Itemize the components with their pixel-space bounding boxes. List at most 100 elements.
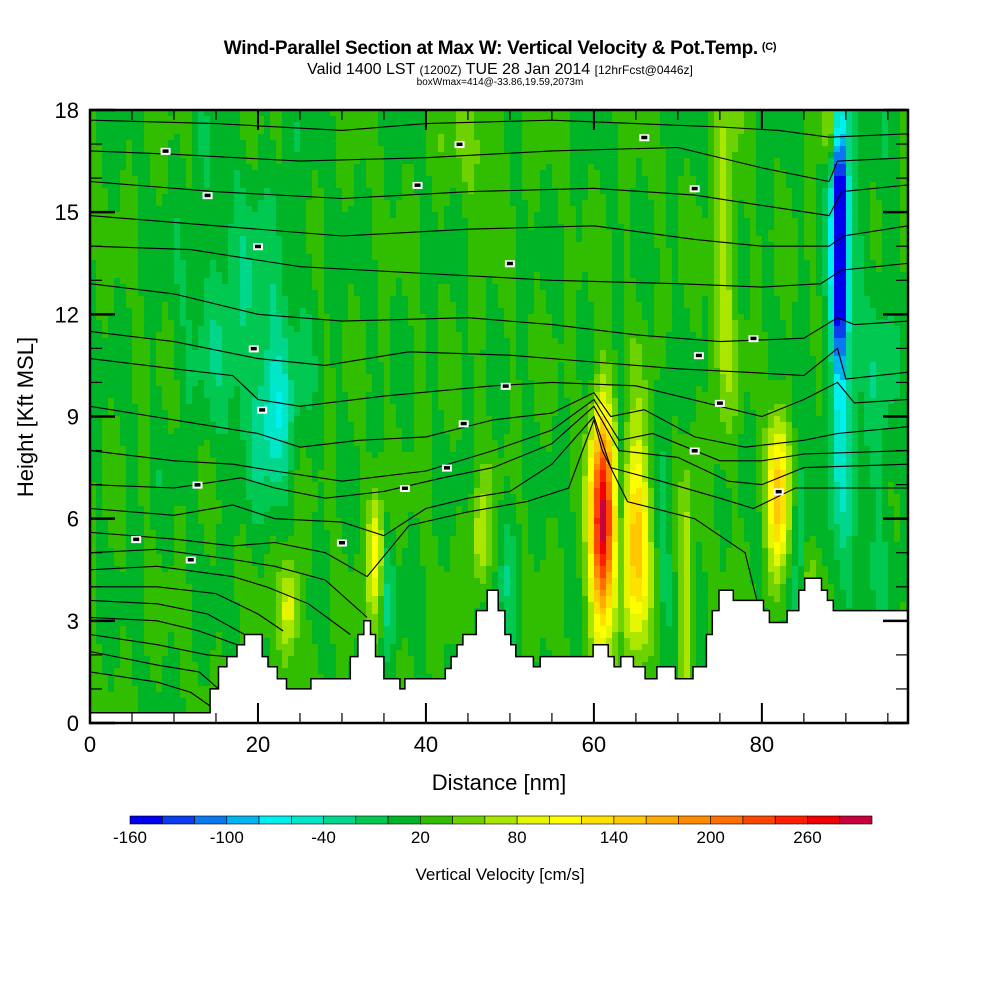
field-cell	[270, 614, 277, 621]
field-cell	[126, 266, 133, 273]
field-cell	[96, 224, 103, 231]
field-cell	[144, 506, 151, 513]
field-cell	[210, 314, 217, 321]
field-cell	[138, 356, 145, 363]
field-cell	[306, 404, 313, 411]
field-cell	[96, 512, 103, 519]
field-cell	[138, 602, 145, 609]
field-cell	[306, 416, 313, 423]
field-cell	[150, 656, 157, 663]
field-cell	[174, 590, 181, 597]
field-cell	[312, 218, 319, 225]
field-cell	[174, 626, 181, 633]
field-cell	[342, 122, 349, 129]
field-cell	[162, 110, 169, 117]
field-cell	[102, 404, 109, 411]
field-cell	[270, 434, 277, 441]
field-cell	[138, 164, 145, 171]
field-cell	[102, 554, 109, 561]
field-cell	[378, 326, 385, 333]
field-cell	[270, 230, 277, 237]
field-cell	[270, 314, 277, 321]
field-cell	[144, 212, 151, 219]
field-cell	[342, 110, 349, 117]
field-cell	[330, 164, 337, 171]
field-cell	[360, 398, 367, 405]
field-cell	[96, 326, 103, 333]
field-cell	[174, 488, 181, 495]
field-cell	[216, 170, 223, 177]
field-cell	[348, 614, 355, 621]
field-cell	[210, 656, 217, 663]
field-cell	[330, 320, 337, 327]
field-cell	[240, 362, 247, 369]
field-cell	[288, 524, 295, 531]
field-cell	[222, 476, 229, 483]
field-cell	[228, 284, 235, 291]
field-cell	[192, 146, 199, 153]
field-cell	[162, 296, 169, 303]
field-cell	[138, 116, 145, 123]
field-cell	[336, 602, 343, 609]
field-cell	[144, 488, 151, 495]
field-cell	[306, 362, 313, 369]
field-cell	[132, 386, 139, 393]
field-cell	[174, 548, 181, 555]
field-cell	[270, 338, 277, 345]
field-cell	[318, 386, 325, 393]
field-cell	[228, 356, 235, 363]
field-cell	[282, 602, 289, 609]
field-cell	[180, 548, 187, 555]
field-cell	[114, 464, 121, 471]
field-cell	[366, 386, 373, 393]
field-cell	[312, 146, 319, 153]
field-cell	[330, 230, 337, 237]
field-cell	[300, 170, 307, 177]
field-cell	[258, 440, 265, 447]
field-cell	[132, 392, 139, 399]
field-cell	[144, 380, 151, 387]
field-cell	[156, 356, 163, 363]
field-cell	[234, 152, 241, 159]
field-cell	[372, 272, 379, 279]
field-cell	[246, 548, 253, 555]
field-cell	[198, 374, 205, 381]
field-cell	[300, 176, 307, 183]
field-cell	[138, 176, 145, 183]
field-cell	[144, 650, 151, 657]
field-cell	[288, 548, 295, 555]
field-cell	[138, 392, 145, 399]
field-cell	[114, 404, 121, 411]
field-cell	[162, 506, 169, 513]
field-cell	[186, 230, 193, 237]
field-cell	[258, 266, 265, 273]
field-cell	[258, 326, 265, 333]
field-cell	[288, 338, 295, 345]
field-cell	[180, 668, 187, 675]
field-cell	[366, 614, 373, 621]
field-cell	[102, 206, 109, 213]
field-cell	[330, 134, 337, 141]
field-cell	[132, 290, 139, 297]
field-cell	[222, 308, 229, 315]
field-cell	[114, 260, 121, 267]
field-cell	[180, 368, 187, 375]
field-cell	[282, 416, 289, 423]
field-cell	[156, 230, 163, 237]
field-cell	[276, 632, 283, 639]
field-cell	[360, 482, 367, 489]
field-cell	[240, 554, 247, 561]
field-cell	[312, 410, 319, 417]
field-cell	[132, 332, 139, 339]
field-cell	[354, 434, 361, 441]
field-cell	[234, 512, 241, 519]
field-cell	[306, 308, 313, 315]
field-cell	[282, 290, 289, 297]
field-cell	[276, 332, 283, 339]
field-cell	[192, 392, 199, 399]
field-cell	[162, 266, 169, 273]
field-cell	[240, 170, 247, 177]
field-cell	[150, 548, 157, 555]
field-cell	[168, 392, 175, 399]
field-cell	[258, 572, 265, 579]
